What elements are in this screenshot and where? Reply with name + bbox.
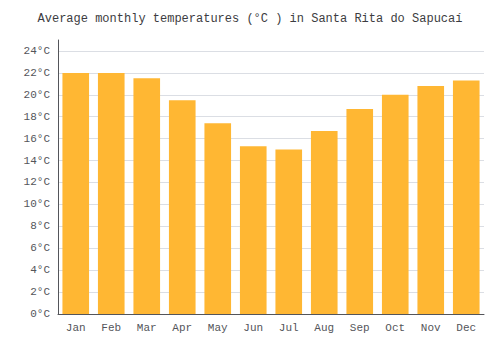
svg-text:24°C: 24°C	[24, 45, 51, 57]
svg-text:6°C: 6°C	[30, 242, 50, 254]
svg-text:Jan: Jan	[66, 322, 86, 334]
svg-text:Feb: Feb	[101, 322, 121, 334]
svg-text:0°C: 0°C	[30, 308, 50, 320]
svg-text:16°C: 16°C	[24, 133, 51, 145]
svg-text:12°C: 12°C	[24, 176, 51, 188]
svg-text:Nov: Nov	[421, 322, 441, 334]
svg-text:2°C: 2°C	[30, 286, 50, 298]
svg-text:Apr: Apr	[172, 322, 192, 334]
svg-text:Average monthly temperatures (: Average monthly temperatures (°C ) in Sa…	[38, 12, 463, 26]
svg-text:Jul: Jul	[279, 322, 299, 334]
svg-text:Oct: Oct	[385, 322, 405, 334]
svg-text:20°C: 20°C	[24, 89, 51, 101]
svg-text:10°C: 10°C	[24, 198, 51, 210]
svg-text:Aug: Aug	[314, 322, 334, 334]
svg-text:Dec: Dec	[456, 322, 476, 334]
svg-text:Jun: Jun	[243, 322, 263, 334]
svg-text:14°C: 14°C	[24, 155, 51, 167]
svg-text:18°C: 18°C	[24, 111, 51, 123]
svg-text:May: May	[208, 322, 228, 334]
svg-text:Sep: Sep	[350, 322, 370, 334]
svg-text:8°C: 8°C	[30, 220, 50, 232]
svg-text:22°C: 22°C	[24, 67, 51, 79]
svg-text:4°C: 4°C	[30, 264, 50, 276]
svg-text:Mar: Mar	[137, 322, 157, 334]
